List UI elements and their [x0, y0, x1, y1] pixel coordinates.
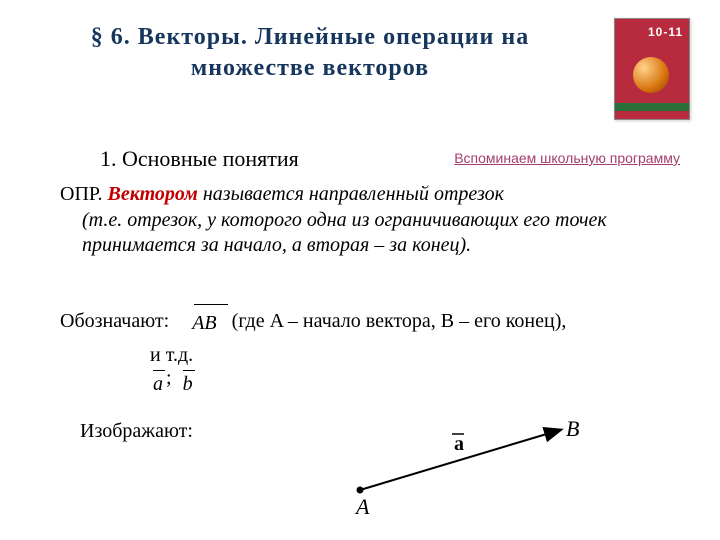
- overline-icon: [183, 370, 195, 371]
- definition-prefix: ОПР.: [60, 183, 103, 205]
- definition-line-1: называется направленный отрезок: [203, 183, 504, 205]
- point-A: [357, 487, 364, 494]
- draw-label: Изображают:: [80, 420, 193, 443]
- notation-etc: и т.д.: [150, 344, 193, 366]
- overline-icon: [194, 304, 228, 305]
- definition-block: ОПР. Вектором называется направленный от…: [60, 182, 660, 259]
- notation-explain: (где A – начало вектора, B – его конец),: [232, 310, 567, 332]
- recall-note: Вспоминаем школьную программу: [454, 150, 680, 166]
- textbook-cover-graphic: [633, 57, 669, 93]
- label-A: A: [354, 494, 370, 519]
- textbook-cover: 10-11: [614, 18, 690, 120]
- vector-a-symbol: a: [153, 373, 163, 396]
- textbook-grade-label: 10-11: [648, 25, 683, 39]
- vector-figure: A B a: [310, 410, 610, 520]
- definition-line-3: принимается за начало, а вторая – за кон…: [60, 233, 471, 259]
- notation-line-1: Обозначают: AB (где A – начало вектора, …: [60, 310, 680, 342]
- vector-svg: A B a: [310, 410, 610, 520]
- notation-block: Обозначают: AB (где A – начало вектора, …: [60, 310, 680, 342]
- notation-label: Обозначают:: [60, 310, 169, 332]
- vector-AB-symbol: AB: [192, 312, 216, 335]
- textbook-cover-band: [615, 103, 689, 111]
- title-line-2: множестве векторов: [60, 53, 560, 84]
- vector-a-text: a: [153, 373, 163, 395]
- notation-line-2: и т.д. a ; b: [150, 344, 196, 390]
- vector-AB-text: AB: [192, 312, 216, 334]
- subheading: 1. Основные понятия: [100, 146, 299, 171]
- semicolon: ;: [166, 367, 172, 389]
- overline-icon: [153, 370, 165, 371]
- subheading-row: 1. Основные понятия Вспоминаем школьную …: [100, 146, 680, 176]
- vector-b-text: b: [183, 373, 193, 395]
- definition-line-2: (т.е. отрезок, у которого одна из ограни…: [60, 208, 607, 234]
- vector-b-symbol: b: [183, 373, 193, 396]
- definition-term: Вектором: [108, 183, 198, 205]
- title-line-1: § 6. Векторы. Линейные операции на: [60, 22, 560, 53]
- section-title: § 6. Векторы. Линейные операции на множе…: [60, 22, 560, 84]
- label-B: B: [566, 416, 579, 441]
- label-mid: a: [454, 433, 464, 455]
